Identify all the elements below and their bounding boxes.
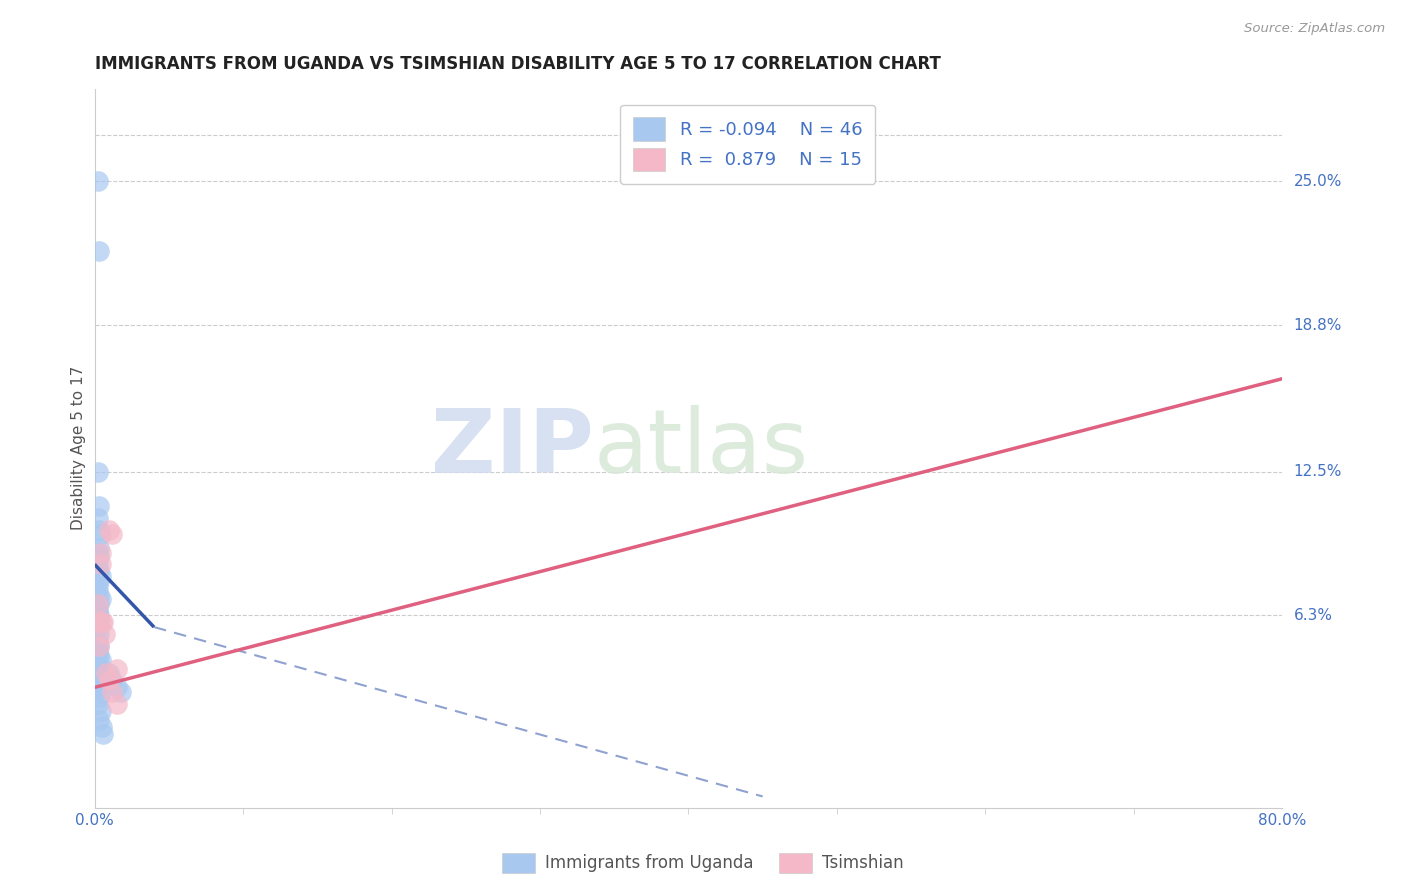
Point xyxy=(89,704,111,718)
Point xyxy=(87,244,110,258)
Text: 25.0%: 25.0% xyxy=(1294,174,1341,189)
Point xyxy=(87,588,110,602)
Point xyxy=(86,620,108,634)
Point xyxy=(87,713,110,727)
Point xyxy=(105,681,128,695)
Text: 6.3%: 6.3% xyxy=(1294,608,1333,623)
Point xyxy=(86,546,108,560)
Point xyxy=(87,657,110,672)
Point xyxy=(93,727,115,741)
Text: ZIP: ZIP xyxy=(430,405,593,491)
Point xyxy=(86,643,108,657)
Point xyxy=(87,615,110,630)
Point xyxy=(89,652,111,666)
Point xyxy=(86,511,108,525)
Point xyxy=(87,671,110,685)
Point xyxy=(87,690,110,704)
Point xyxy=(89,527,111,541)
Point xyxy=(86,174,108,188)
Point xyxy=(86,634,108,648)
Point xyxy=(101,673,124,688)
Point xyxy=(98,523,121,537)
Point xyxy=(91,615,114,630)
Point xyxy=(94,627,117,641)
Point xyxy=(87,681,110,695)
Point xyxy=(87,550,110,565)
Point xyxy=(89,592,111,607)
Point xyxy=(87,500,110,514)
Point xyxy=(101,527,124,541)
Point xyxy=(89,685,111,699)
Point xyxy=(86,581,108,595)
Point xyxy=(93,615,115,630)
Point xyxy=(86,465,108,479)
Point xyxy=(86,611,108,625)
Point xyxy=(91,720,114,734)
Point xyxy=(87,574,110,588)
Point xyxy=(98,666,121,681)
Point xyxy=(87,662,110,676)
Point xyxy=(87,523,110,537)
Point xyxy=(98,673,121,688)
Point xyxy=(87,639,110,653)
Point xyxy=(87,541,110,555)
Point xyxy=(89,666,111,681)
Point xyxy=(87,608,110,623)
Point xyxy=(86,597,108,611)
Point xyxy=(87,648,110,662)
Point xyxy=(86,558,108,572)
Text: atlas: atlas xyxy=(593,405,808,491)
Legend: Immigrants from Uganda, Tsimshian: Immigrants from Uganda, Tsimshian xyxy=(495,847,911,880)
Point xyxy=(96,666,118,681)
Point xyxy=(110,685,132,699)
Point xyxy=(87,597,110,611)
Point xyxy=(101,685,124,699)
Text: 18.8%: 18.8% xyxy=(1294,318,1341,333)
Point xyxy=(87,565,110,579)
Legend: R = -0.094    N = 46, R =  0.879    N = 15: R = -0.094 N = 46, R = 0.879 N = 15 xyxy=(620,104,875,184)
Point xyxy=(105,662,128,676)
Point xyxy=(86,675,108,690)
Point xyxy=(105,697,128,711)
Point xyxy=(87,639,110,653)
Point xyxy=(89,546,111,560)
Point xyxy=(86,604,108,618)
Text: Source: ZipAtlas.com: Source: ZipAtlas.com xyxy=(1244,22,1385,36)
Point xyxy=(89,558,111,572)
Text: 12.5%: 12.5% xyxy=(1294,464,1341,479)
Point xyxy=(89,569,111,583)
Text: IMMIGRANTS FROM UGANDA VS TSIMSHIAN DISABILITY AGE 5 TO 17 CORRELATION CHART: IMMIGRANTS FROM UGANDA VS TSIMSHIAN DISA… xyxy=(94,55,941,73)
Point xyxy=(87,627,110,641)
Point xyxy=(87,615,110,630)
Y-axis label: Disability Age 5 to 17: Disability Age 5 to 17 xyxy=(72,367,86,531)
Point xyxy=(86,697,108,711)
